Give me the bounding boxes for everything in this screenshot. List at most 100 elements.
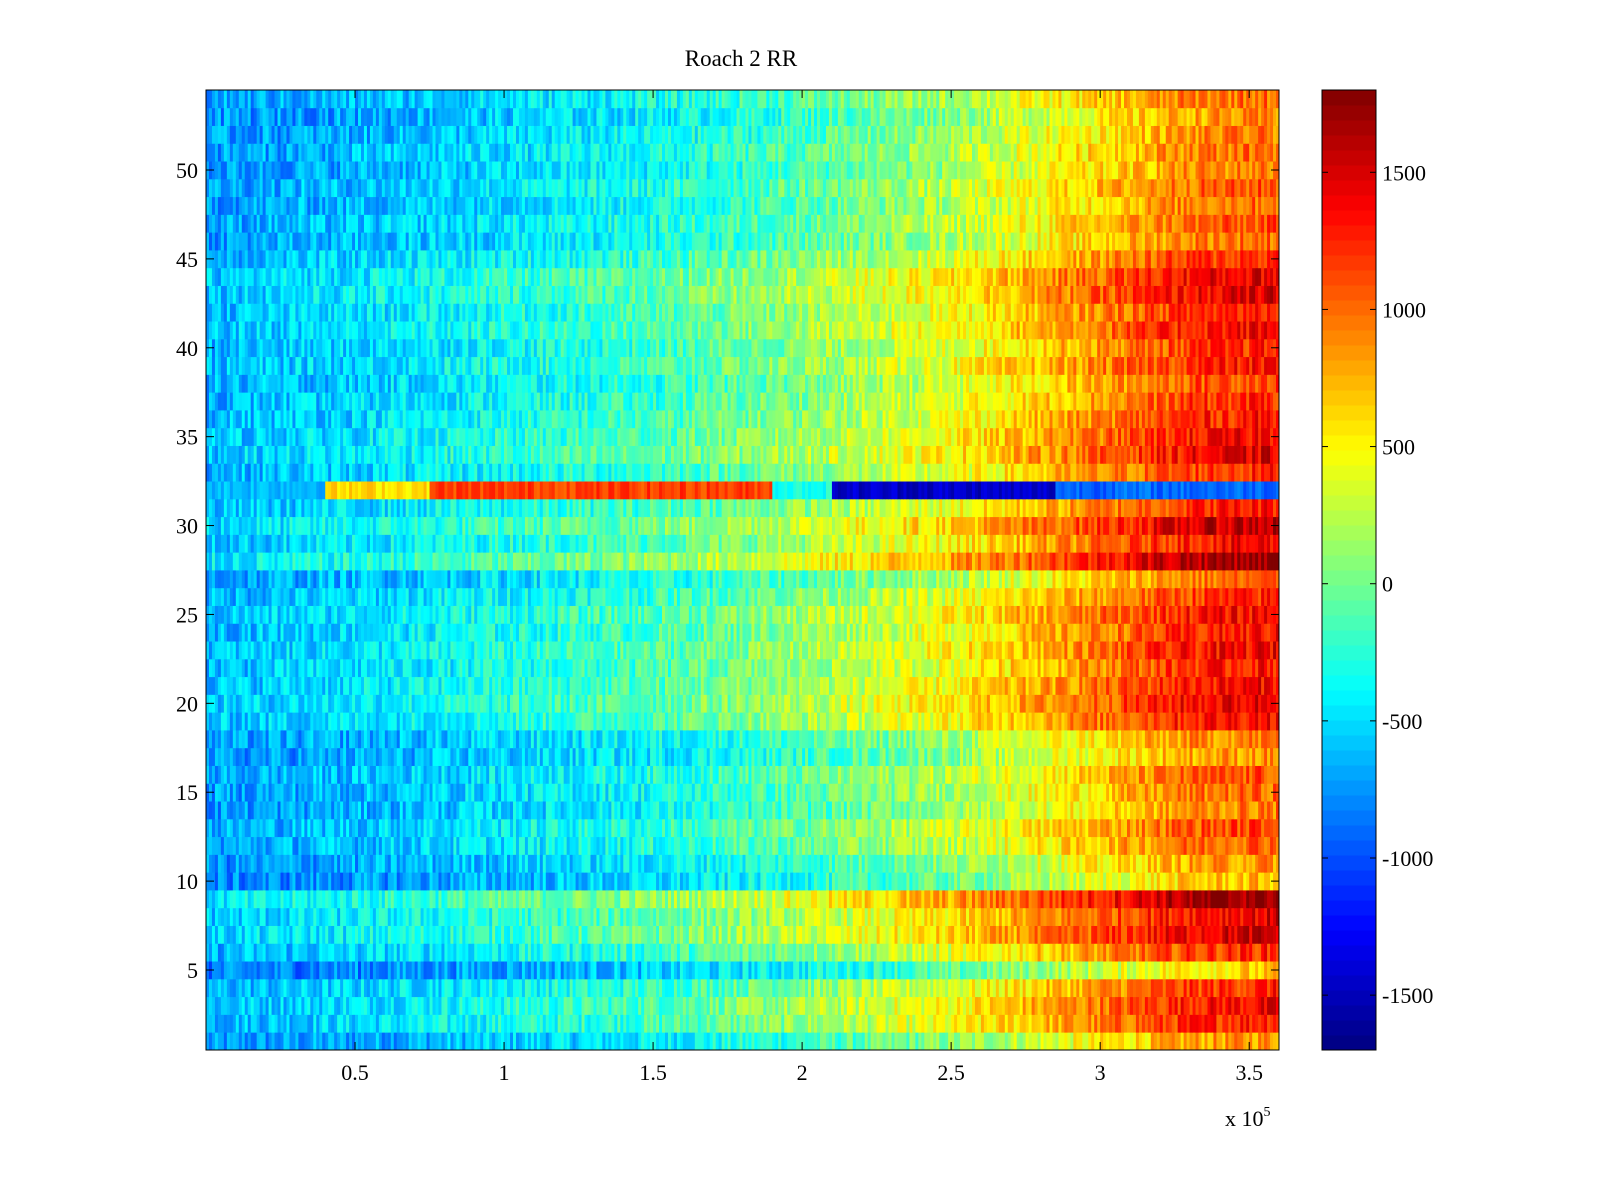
heatmap-cell: [567, 854, 570, 872]
heatmap-cell: [278, 801, 281, 819]
heatmap-cell: [826, 890, 829, 908]
heatmap-cell: [611, 926, 614, 944]
heatmap-cell: [984, 872, 987, 890]
heatmap-cell: [763, 926, 766, 944]
heatmap-cell: [704, 1032, 707, 1050]
heatmap-cell: [412, 943, 415, 961]
heatmap-cell: [465, 943, 468, 961]
heatmap-cell: [960, 908, 963, 926]
heatmap-cell: [1193, 926, 1196, 944]
heatmap-cell: [1076, 1014, 1079, 1032]
heatmap-cell: [1178, 837, 1181, 855]
heatmap-cell: [1064, 837, 1067, 855]
heatmap-cell: [623, 819, 626, 837]
heatmap-cell: [808, 890, 811, 908]
heatmap-cell: [361, 801, 364, 819]
heatmap-cell: [1082, 801, 1085, 819]
heatmap-cell: [921, 872, 924, 890]
heatmap-cell: [543, 801, 546, 819]
heatmap-cell: [856, 1032, 859, 1050]
heatmap-cell: [373, 943, 376, 961]
heatmap-cell: [275, 961, 278, 979]
heatmap-cell: [525, 961, 528, 979]
heatmap-cell: [1190, 854, 1193, 872]
heatmap-cell: [1261, 943, 1264, 961]
heatmap-cell: [1228, 943, 1231, 961]
heatmap-cell: [853, 819, 856, 837]
heatmap-cell: [689, 872, 692, 890]
heatmap-cell: [1050, 908, 1053, 926]
heatmap-cell: [853, 837, 856, 855]
heatmap-cell: [1050, 997, 1053, 1015]
heatmap-cell: [1240, 1014, 1243, 1032]
heatmap-cell: [662, 943, 665, 961]
heatmap-cell: [412, 801, 415, 819]
heatmap-cell: [1073, 837, 1076, 855]
heatmap-cell: [653, 1014, 656, 1032]
heatmap-cell: [546, 1032, 549, 1050]
heatmap-cell: [1145, 979, 1148, 997]
heatmap-cell: [665, 926, 668, 944]
heatmap-cell: [695, 854, 698, 872]
heatmap-cell: [242, 1014, 245, 1032]
heatmap-cell: [1207, 997, 1210, 1015]
heatmap-cell: [239, 819, 242, 837]
heatmap-cell: [1067, 872, 1070, 890]
heatmap-cell: [456, 801, 459, 819]
heatmap-cell: [775, 997, 778, 1015]
heatmap-cell: [1017, 997, 1020, 1015]
heatmap-cell: [322, 979, 325, 997]
heatmap-cell: [453, 801, 456, 819]
heatmap-cell: [790, 926, 793, 944]
heatmap-cell: [588, 908, 591, 926]
heatmap-cell: [743, 854, 746, 872]
heatmap-cell: [436, 997, 439, 1015]
heatmap-cell: [257, 819, 260, 837]
heatmap-cell: [677, 890, 680, 908]
heatmap-cell: [751, 837, 754, 855]
heatmap-cell: [847, 961, 850, 979]
heatmap-cell: [796, 801, 799, 819]
heatmap-cell: [951, 872, 954, 890]
heatmap-cell: [659, 979, 662, 997]
heatmap-cell: [564, 997, 567, 1015]
heatmap-cell: [886, 801, 889, 819]
heatmap-cell: [1079, 979, 1082, 997]
heatmap-cell: [805, 801, 808, 819]
heatmap-cell: [850, 908, 853, 926]
heatmap-cell: [343, 943, 346, 961]
heatmap-cell: [263, 819, 266, 837]
heatmap-cell: [614, 926, 617, 944]
heatmap-cell: [224, 961, 227, 979]
heatmap-cell: [814, 801, 817, 819]
heatmap-cell: [1136, 943, 1139, 961]
heatmap-cell: [558, 890, 561, 908]
heatmap-cell: [346, 890, 349, 908]
heatmap-cell: [656, 908, 659, 926]
heatmap-cell: [239, 854, 242, 872]
heatmap-cell: [740, 961, 743, 979]
heatmap-cell: [281, 890, 284, 908]
heatmap-cell: [972, 801, 975, 819]
heatmap-cell: [397, 890, 400, 908]
heatmap-cell: [1073, 854, 1076, 872]
heatmap-cell: [534, 801, 537, 819]
heatmap-cell: [298, 943, 301, 961]
heatmap-cell: [486, 890, 489, 908]
heatmap-cell: [808, 801, 811, 819]
heatmap-cell: [498, 997, 501, 1015]
heatmap-cell: [814, 890, 817, 908]
heatmap-cell: [376, 819, 379, 837]
heatmap-cell: [513, 1014, 516, 1032]
heatmap-cell: [942, 872, 945, 890]
heatmap-cell: [1219, 819, 1222, 837]
heatmap-cell: [695, 926, 698, 944]
heatmap-cell: [900, 819, 903, 837]
heatmap-cell: [632, 1014, 635, 1032]
heatmap-cell: [841, 872, 844, 890]
heatmap-cell: [248, 890, 251, 908]
heatmap-cell: [802, 872, 805, 890]
heatmap-cell: [659, 997, 662, 1015]
heatmap-cell: [1082, 854, 1085, 872]
heatmap-cell: [689, 801, 692, 819]
